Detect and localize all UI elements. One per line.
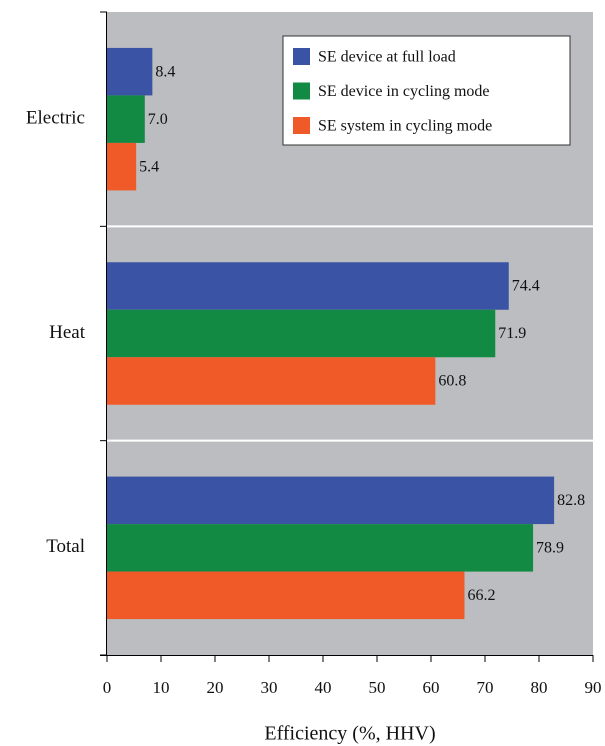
x-tick-label: 20 xyxy=(207,678,224,697)
x-tick-label: 40 xyxy=(315,678,332,697)
y-tick-label: Total xyxy=(46,536,85,557)
legend-box xyxy=(282,35,571,146)
bar xyxy=(107,476,555,525)
x-tick-label: 10 xyxy=(153,678,170,697)
legend-swatch xyxy=(293,48,310,65)
y-tick-label: Heat xyxy=(49,322,86,343)
x-axis-label: Efficiency (%, HHV) xyxy=(264,723,435,745)
x-tick-label: 0 xyxy=(103,678,112,697)
bar xyxy=(107,95,145,143)
legend-swatch xyxy=(293,82,310,100)
data-label: 66.2 xyxy=(467,587,495,604)
legend-label: SE system in cycling mode xyxy=(318,118,492,135)
data-label: 82.8 xyxy=(557,492,585,509)
x-tick-label: 90 xyxy=(585,678,602,697)
bar xyxy=(107,47,153,96)
bar xyxy=(107,357,436,405)
bar xyxy=(107,142,137,191)
x-tick-label: 50 xyxy=(369,678,386,697)
data-label: 74.4 xyxy=(512,278,540,295)
data-label: 60.8 xyxy=(438,373,466,390)
bar xyxy=(107,262,509,310)
legend-swatch xyxy=(293,117,310,134)
legend-label: SE device in cycling mode xyxy=(318,83,490,100)
data-label: 71.9 xyxy=(498,325,526,342)
data-label: 7.0 xyxy=(148,111,168,128)
x-tick-label: 70 xyxy=(477,678,494,697)
data-label: 5.4 xyxy=(139,158,159,175)
bar xyxy=(107,524,534,572)
y-tick-label: Electric xyxy=(26,108,85,129)
bar xyxy=(107,309,496,358)
data-label: 78.9 xyxy=(536,540,564,557)
x-tick-label: 80 xyxy=(531,678,548,697)
bar xyxy=(107,571,465,620)
legend-label: SE device at full load xyxy=(318,49,456,66)
x-tick-label: 60 xyxy=(423,678,440,697)
x-tick-label: 30 xyxy=(261,678,278,697)
data-label: 8.4 xyxy=(155,63,175,80)
